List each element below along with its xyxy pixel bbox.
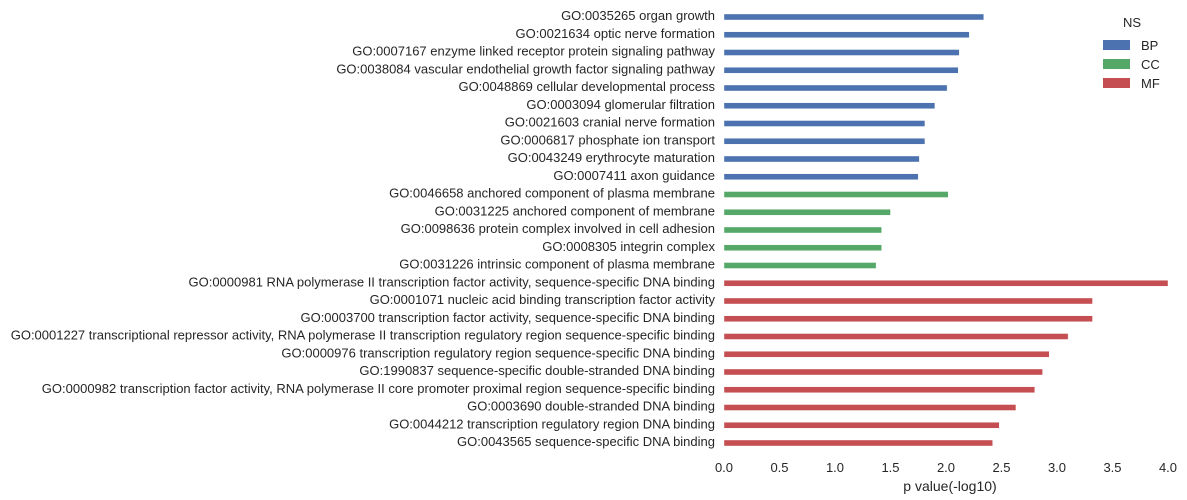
category-label: GO:0098636 protein complex involved in c… — [401, 221, 715, 236]
x-tick-label: 0.0 — [715, 460, 733, 475]
legend-title: NS — [1123, 15, 1141, 30]
category-label: GO:0046658 anchored component of plasma … — [389, 186, 715, 201]
bar-bp — [723, 173, 919, 180]
bar-cc — [723, 209, 891, 216]
category-label: GO:1990837 sequence-specific double-stra… — [359, 363, 715, 378]
category-label: GO:0031226 intrinsic component of plasma… — [399, 257, 715, 272]
category-label: GO:0043249 erythrocyte maturation — [508, 150, 715, 165]
x-tick-label: 3.0 — [1048, 460, 1066, 475]
category-label: GO:0048869 cellular developmental proces… — [458, 79, 715, 94]
bar-mf — [723, 368, 1043, 376]
category-label: GO:0000976 transcription regulatory regi… — [281, 345, 715, 360]
category-label: GO:0003690 double-stranded DNA binding — [467, 399, 715, 414]
category-label: GO:0000982 transcription factor activity… — [42, 381, 715, 396]
x-tick-label: 4.0 — [1159, 460, 1177, 475]
bar-bp — [723, 67, 959, 74]
bar-mf — [723, 386, 1035, 393]
bar-bp — [723, 102, 936, 109]
category-label: GO:0031225 anchored component of membran… — [435, 203, 715, 218]
category-labels-group: GO:0035265 organ growth GO:0021634 optic … — [11, 8, 716, 449]
category-label: GO:0038084 vascular endothelial growth f… — [336, 61, 715, 76]
bar-mf — [723, 404, 1017, 411]
bar-mf — [723, 315, 1093, 322]
bars-group — [723, 13, 1169, 447]
category-label: GO:0007167 enzyme linked receptor protei… — [352, 44, 715, 59]
category-label: GO:0006817 phosphate ion transport — [500, 132, 715, 147]
category-label: GO:0021603 cranial nerve formation — [505, 115, 715, 130]
bar-bp — [723, 120, 926, 127]
bar-mf — [723, 297, 1093, 305]
legend-swatch-mf — [1103, 78, 1130, 88]
x-tick-label: 2.5 — [992, 460, 1010, 475]
bar-cc — [723, 244, 882, 251]
bar-cc — [723, 262, 877, 269]
bar-mf — [723, 422, 1000, 429]
legend-swatch-cc — [1103, 59, 1130, 69]
bar-mf — [723, 280, 1169, 287]
x-tick-label: 3.5 — [1103, 460, 1121, 475]
bar-cc — [723, 191, 949, 198]
bar-cc — [723, 226, 882, 234]
legend-label-cc: CC — [1141, 57, 1160, 72]
category-label: GO:0001071 nucleic acid binding transcri… — [370, 292, 716, 307]
bar-bp — [723, 138, 926, 145]
category-label: GO:0008305 integrin complex — [542, 239, 715, 254]
x-tick-label: 0.5 — [770, 460, 788, 475]
category-label: GO:0001227 transcriptional repressor act… — [11, 328, 715, 343]
bar-mf — [723, 439, 993, 447]
bar-bp — [723, 13, 984, 21]
category-label: GO:0003094 glomerular filtration — [526, 97, 715, 112]
x-tick-label: 2.0 — [937, 460, 955, 475]
bar-bp — [723, 155, 920, 163]
category-label: GO:0035265 organ growth — [561, 8, 715, 23]
bar-mf — [723, 333, 1069, 340]
x-axis-label: p value(-log10) — [903, 478, 996, 494]
legend-items: BP CC MF — [1103, 38, 1160, 91]
legend-swatch-bp — [1103, 40, 1130, 50]
bar-mf — [723, 351, 1050, 358]
legend-label-bp: BP — [1141, 38, 1158, 53]
bar-bp — [723, 31, 970, 38]
category-label: GO:0044212 transcription regulatory regi… — [389, 416, 715, 431]
category-label: GO:0003700 transcription factor activity… — [300, 310, 715, 325]
x-tick-label: 1.0 — [826, 460, 844, 475]
bar-bp — [723, 84, 948, 92]
x-tick-label: 1.5 — [881, 460, 899, 475]
category-label: GO:0043565 sequence-specific DNA binding — [457, 434, 715, 449]
category-label: GO:0021634 optic nerve formation — [516, 26, 715, 41]
bar-bp — [723, 49, 960, 56]
legend-label-mf: MF — [1141, 76, 1160, 91]
x-tick-labels-group: 0.0 0.5 1.0 1.5 2.0 2.5 3.0 3.5 4.0 — [715, 460, 1177, 475]
legend: NS BP CC MF — [1103, 15, 1160, 91]
category-label: GO:0000981 RNA polymerase II transcripti… — [188, 274, 715, 289]
category-label: GO:0007411 axon guidance — [553, 168, 715, 183]
